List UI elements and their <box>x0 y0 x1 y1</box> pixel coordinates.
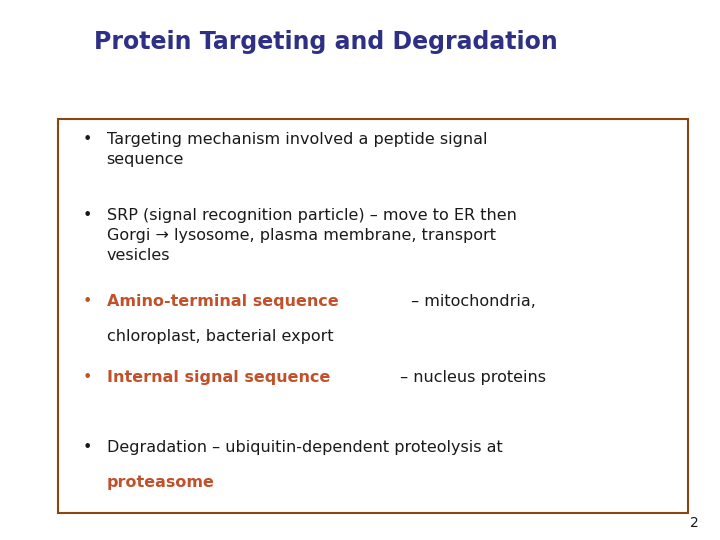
Text: 2: 2 <box>690 516 698 530</box>
Text: •: • <box>83 440 92 455</box>
Text: SRP (signal recognition particle) – move to ER then
Gorgi → lysosome, plasma mem: SRP (signal recognition particle) – move… <box>107 208 516 262</box>
Text: Targeting mechanism involved a peptide signal
sequence: Targeting mechanism involved a peptide s… <box>107 132 487 167</box>
Text: Degradation – ubiquitin-dependent proteolysis at: Degradation – ubiquitin-dependent proteo… <box>107 440 503 455</box>
FancyBboxPatch shape <box>58 119 688 513</box>
Text: proteasome: proteasome <box>107 475 215 490</box>
Text: •: • <box>83 208 92 223</box>
Text: – nucleus proteins: – nucleus proteins <box>395 370 546 385</box>
Text: chloroplast, bacterial export: chloroplast, bacterial export <box>107 329 333 345</box>
Text: •: • <box>83 294 92 309</box>
Text: •: • <box>83 370 92 385</box>
Text: Protein Targeting and Degradation: Protein Targeting and Degradation <box>94 30 557 53</box>
Text: Internal signal sequence: Internal signal sequence <box>107 370 330 385</box>
Text: •: • <box>83 132 92 147</box>
Text: – mitochondria,: – mitochondria, <box>405 294 536 309</box>
Text: Amino-terminal sequence: Amino-terminal sequence <box>107 294 338 309</box>
